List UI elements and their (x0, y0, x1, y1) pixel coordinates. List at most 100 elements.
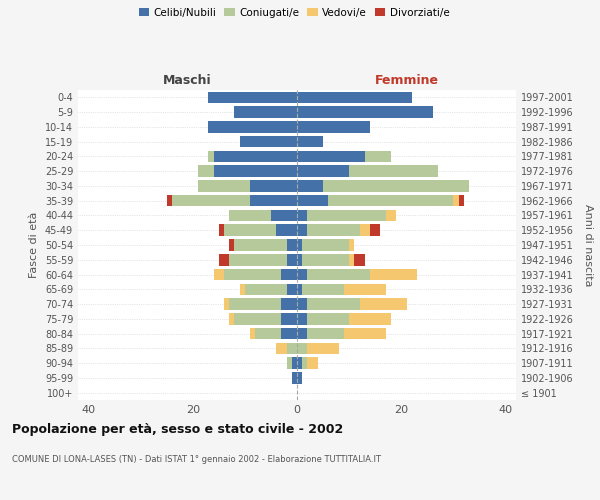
Bar (287, 239, 297, 251)
Bar (229, 239, 235, 251)
Bar (297, 284, 302, 295)
Bar (297, 210, 307, 221)
Bar (235, 313, 281, 324)
Text: Popolazione per età, sesso e stato civile - 2002: Popolazione per età, sesso e stato civil… (12, 422, 343, 436)
Bar (307, 313, 349, 324)
Bar (307, 342, 339, 354)
Y-axis label: Fasce di età: Fasce di età (29, 212, 39, 278)
Bar (297, 254, 302, 266)
Bar (224, 224, 276, 236)
Bar (250, 195, 297, 206)
Bar (287, 284, 297, 295)
Bar (297, 121, 370, 132)
Bar (297, 328, 307, 340)
Bar (307, 210, 386, 221)
Bar (250, 180, 297, 192)
Y-axis label: Anni di nascita: Anni di nascita (583, 204, 593, 286)
Bar (229, 254, 287, 266)
Bar (359, 298, 407, 310)
Bar (359, 224, 370, 236)
Bar (297, 92, 412, 103)
Bar (307, 224, 359, 236)
Bar (297, 298, 307, 310)
Bar (297, 224, 307, 236)
Bar (307, 358, 318, 369)
Bar (281, 269, 297, 280)
Bar (297, 239, 302, 251)
Bar (307, 328, 344, 340)
Bar (255, 328, 281, 340)
Bar (349, 239, 355, 251)
Bar (239, 136, 297, 147)
Bar (307, 298, 359, 310)
Bar (454, 195, 458, 206)
Bar (229, 210, 271, 221)
Bar (239, 284, 245, 295)
Bar (292, 358, 297, 369)
Bar (355, 254, 365, 266)
Bar (458, 195, 464, 206)
Text: COMUNE DI LONA-LASES (TN) - Dati ISTAT 1° gennaio 2002 - Elaborazione TUTTITALIA: COMUNE DI LONA-LASES (TN) - Dati ISTAT 1… (12, 455, 381, 464)
Bar (235, 106, 297, 118)
Bar (224, 298, 229, 310)
Bar (344, 284, 386, 295)
Bar (281, 328, 297, 340)
Bar (224, 269, 281, 280)
Bar (208, 92, 297, 103)
Bar (198, 166, 214, 177)
Bar (208, 150, 214, 162)
Bar (297, 180, 323, 192)
Bar (297, 372, 302, 384)
Bar (328, 195, 454, 206)
Bar (172, 195, 250, 206)
Bar (297, 106, 433, 118)
Bar (297, 358, 302, 369)
Bar (297, 269, 307, 280)
Bar (297, 342, 307, 354)
Bar (214, 150, 297, 162)
Bar (323, 180, 469, 192)
Bar (302, 284, 344, 295)
Bar (281, 298, 297, 310)
Bar (276, 224, 297, 236)
Bar (297, 313, 307, 324)
Bar (292, 372, 297, 384)
Bar (302, 358, 307, 369)
Bar (307, 269, 370, 280)
Bar (297, 166, 349, 177)
Bar (245, 284, 287, 295)
Bar (287, 254, 297, 266)
Bar (370, 269, 417, 280)
Bar (344, 328, 386, 340)
Bar (281, 313, 297, 324)
Bar (297, 195, 328, 206)
Bar (250, 328, 255, 340)
Bar (370, 224, 380, 236)
Bar (287, 342, 297, 354)
Bar (386, 210, 396, 221)
Bar (349, 254, 355, 266)
Bar (214, 166, 297, 177)
Bar (208, 121, 297, 132)
Bar (235, 239, 287, 251)
Text: Femmine: Femmine (374, 74, 439, 87)
Bar (297, 136, 323, 147)
Bar (229, 313, 235, 324)
Bar (302, 239, 349, 251)
Bar (349, 313, 391, 324)
Bar (219, 224, 224, 236)
Bar (198, 180, 250, 192)
Bar (365, 150, 391, 162)
Bar (219, 254, 229, 266)
Bar (271, 210, 297, 221)
Bar (214, 269, 224, 280)
Bar (302, 254, 349, 266)
Bar (349, 166, 438, 177)
Bar (276, 342, 287, 354)
Bar (297, 150, 365, 162)
Text: Maschi: Maschi (163, 74, 212, 87)
Bar (287, 358, 292, 369)
Bar (229, 298, 281, 310)
Legend: Celibi/Nubili, Coniugati/e, Vedovi/e, Divorziati/e: Celibi/Nubili, Coniugati/e, Vedovi/e, Di… (139, 8, 449, 18)
Bar (167, 195, 172, 206)
